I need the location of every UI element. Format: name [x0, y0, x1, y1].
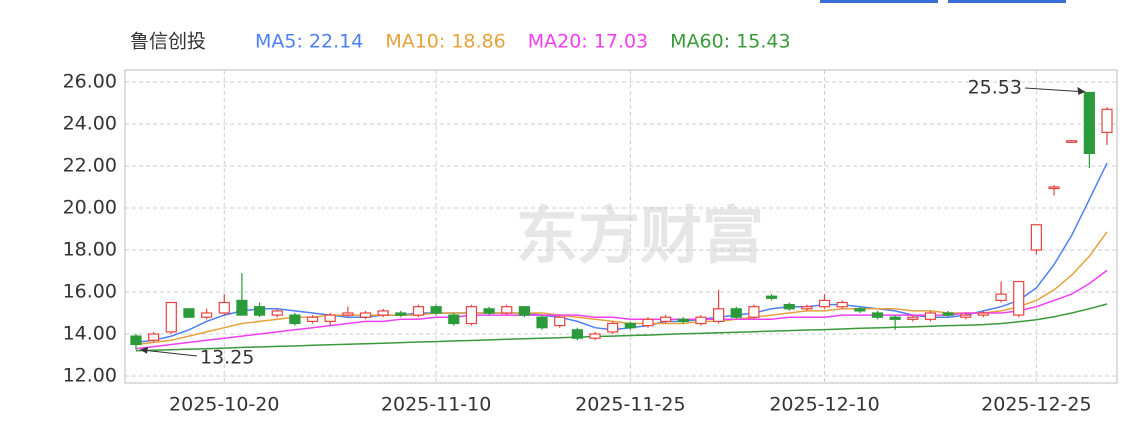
candle-body — [589, 333, 601, 339]
annotation-arrow — [139, 349, 198, 357]
candle-body — [642, 318, 654, 327]
candle-body — [306, 316, 319, 323]
arrow-head — [1077, 86, 1086, 95]
candle-body — [1013, 280, 1025, 316]
candle-body — [377, 310, 389, 316]
candle-body — [342, 312, 354, 316]
y-tick-label: 16.00 — [63, 281, 117, 303]
y-tick-label: 24.00 — [63, 113, 117, 135]
y-tick-label: 12.00 — [63, 365, 117, 387]
legend-entry: MA5: 22.14 — [255, 31, 363, 53]
candle-body — [412, 306, 425, 316]
candle-body — [871, 312, 884, 318]
candle-body — [1030, 224, 1042, 251]
legend-entry: MA60: 15.43 — [670, 31, 790, 53]
candle-body — [324, 314, 336, 323]
candle-body — [907, 316, 919, 320]
legend-entry: MA20: 17.03 — [528, 31, 648, 53]
candle-body — [977, 312, 990, 316]
y-tick-label: 26.00 — [63, 71, 117, 93]
candle-body — [501, 306, 513, 314]
candle-body — [130, 335, 142, 346]
y-tick-label: 18.00 — [63, 239, 117, 261]
watermark: 东方财富 — [516, 199, 764, 272]
candle-body — [854, 308, 866, 312]
candle-body — [1083, 91, 1095, 155]
x-tick-label: 2025-11-10 — [381, 394, 491, 416]
candle-body — [1101, 108, 1113, 134]
candle-body — [801, 306, 813, 310]
candle-body — [889, 316, 901, 320]
candle-body — [677, 318, 689, 322]
candle-body — [748, 306, 760, 318]
candle-body — [730, 308, 742, 318]
y-tick-label: 14.00 — [63, 323, 117, 345]
candle-body — [1048, 186, 1060, 190]
candle-body — [571, 329, 583, 339]
candle-body — [818, 299, 831, 308]
tab-bar — [820, 0, 938, 3]
ma-line — [135, 162, 1108, 344]
candle-body — [183, 308, 195, 318]
candle-body — [518, 306, 531, 316]
candle-body — [465, 306, 478, 325]
x-tick-label: 2025-11-25 — [575, 394, 685, 416]
candle-body — [253, 306, 266, 316]
min-label: 13.25 — [200, 347, 254, 369]
candle-body — [236, 299, 248, 316]
candle-body — [271, 310, 283, 316]
candle-body — [483, 308, 495, 314]
candle-body — [1066, 140, 1078, 143]
candle-body — [448, 314, 460, 325]
candle-body — [430, 306, 442, 314]
candle-body — [695, 316, 707, 325]
candle-body — [148, 333, 160, 341]
candle-body — [924, 312, 937, 320]
candle-body — [554, 316, 566, 327]
y-tick-label: 20.00 — [63, 197, 117, 219]
candle-body — [289, 314, 301, 325]
chart-title: 鲁信创投 — [130, 31, 206, 53]
candle-body — [536, 316, 548, 329]
max-label: 25.53 — [968, 77, 1022, 99]
candle-body — [359, 312, 372, 318]
candle-body — [660, 316, 672, 323]
candle-body — [165, 301, 177, 333]
candle-body — [942, 312, 954, 316]
candle-body — [995, 293, 1007, 302]
candle-body — [624, 322, 636, 329]
arrow-head — [140, 346, 148, 354]
candle-body — [836, 301, 848, 308]
ma-line — [135, 303, 1108, 352]
candle-body — [783, 304, 795, 310]
x-tick-label: 2025-12-25 — [981, 394, 1091, 416]
annotation-arrow — [1024, 87, 1086, 93]
candle-body — [765, 295, 778, 299]
candle-body — [607, 322, 619, 333]
y-tick-label: 22.00 — [63, 155, 117, 177]
candle-body — [395, 312, 407, 316]
candle-body — [201, 312, 213, 318]
x-tick-label: 2025-10-20 — [169, 394, 279, 416]
plot-frame — [124, 69, 1118, 384]
legend-entry: MA10: 18.86 — [385, 31, 505, 53]
tab-bar — [948, 0, 1066, 3]
candle-body — [218, 301, 230, 314]
x-tick-label: 2025-12-10 — [769, 394, 879, 416]
candle-body — [960, 314, 972, 318]
candle-body — [712, 308, 725, 322]
